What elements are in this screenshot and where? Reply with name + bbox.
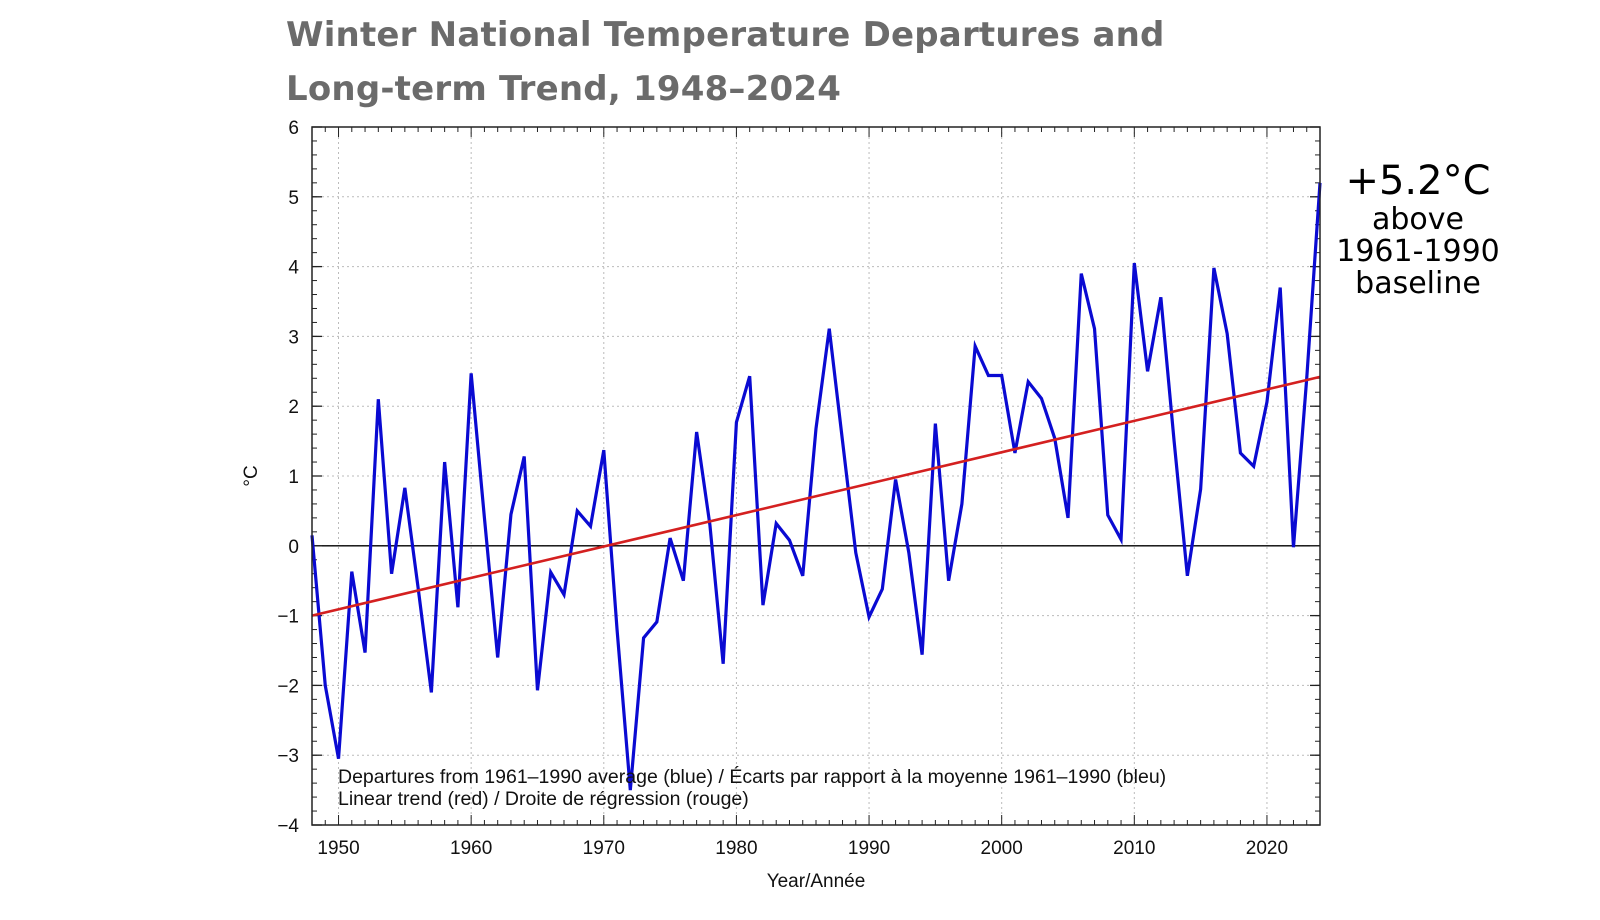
annotation-callout: +5.2°C above 1961-1990 baseline: [1326, 158, 1510, 300]
y-axis-label: °C: [241, 465, 262, 486]
x-tick-label: 1980: [715, 838, 757, 859]
legend-line-2: Linear trend (red) / Droite de régressio…: [338, 788, 749, 810]
y-tick-label: 1: [288, 467, 299, 488]
y-tick-label: 3: [288, 327, 299, 348]
y-tick-label: 2: [288, 397, 299, 418]
x-tick-label: 2000: [981, 838, 1023, 859]
x-tick-label: 1950: [317, 838, 359, 859]
grid: [312, 127, 1320, 825]
annotation-value: +5.2°C: [1345, 158, 1491, 204]
y-tick-label: −2: [277, 676, 299, 697]
y-tick-label: 0: [288, 537, 299, 558]
plot-frame: [311, 126, 1321, 826]
trend-line: [311, 375, 1321, 617]
x-tick-label: 2010: [1113, 838, 1155, 859]
y-tick-label: −4: [277, 816, 299, 837]
y-tick-labels: −4 −3 −2 −1 0 1 2 3 4 5 6: [277, 118, 299, 837]
x-tick-label: 2020: [1246, 838, 1288, 859]
annotation-line-3: baseline: [1355, 266, 1481, 301]
y-tick-label: −1: [277, 607, 299, 628]
annotation-line-2: 1961-1990: [1336, 234, 1500, 269]
y-tick-label: −3: [277, 746, 299, 767]
annotation-line-1: above: [1372, 202, 1464, 237]
departures-points: [311, 182, 1321, 791]
legend-line-1: Departures from 1961–1990 average (blue)…: [338, 765, 1166, 788]
title-line-2: Long-term Trend, 1948–2024: [286, 69, 842, 109]
departures-series-line: [310, 182, 1322, 791]
x-tick-labels: 1950 1960 1970 1980 1990 2000 2010 2020: [317, 838, 1288, 859]
x-tick-label: 1960: [450, 838, 492, 859]
title-line-1: Winter National Temperature Departures a…: [286, 15, 1165, 55]
x-tick-label: 1970: [583, 838, 625, 859]
x-tick-label: 1990: [848, 838, 890, 859]
chart-title: Winter National Temperature Departures a…: [286, 8, 1165, 116]
y-tick-label: 6: [288, 118, 299, 139]
y-tick-label: 4: [288, 258, 299, 279]
y-tick-label: 5: [288, 188, 299, 209]
x-axis-label: Year/Année: [767, 871, 866, 892]
